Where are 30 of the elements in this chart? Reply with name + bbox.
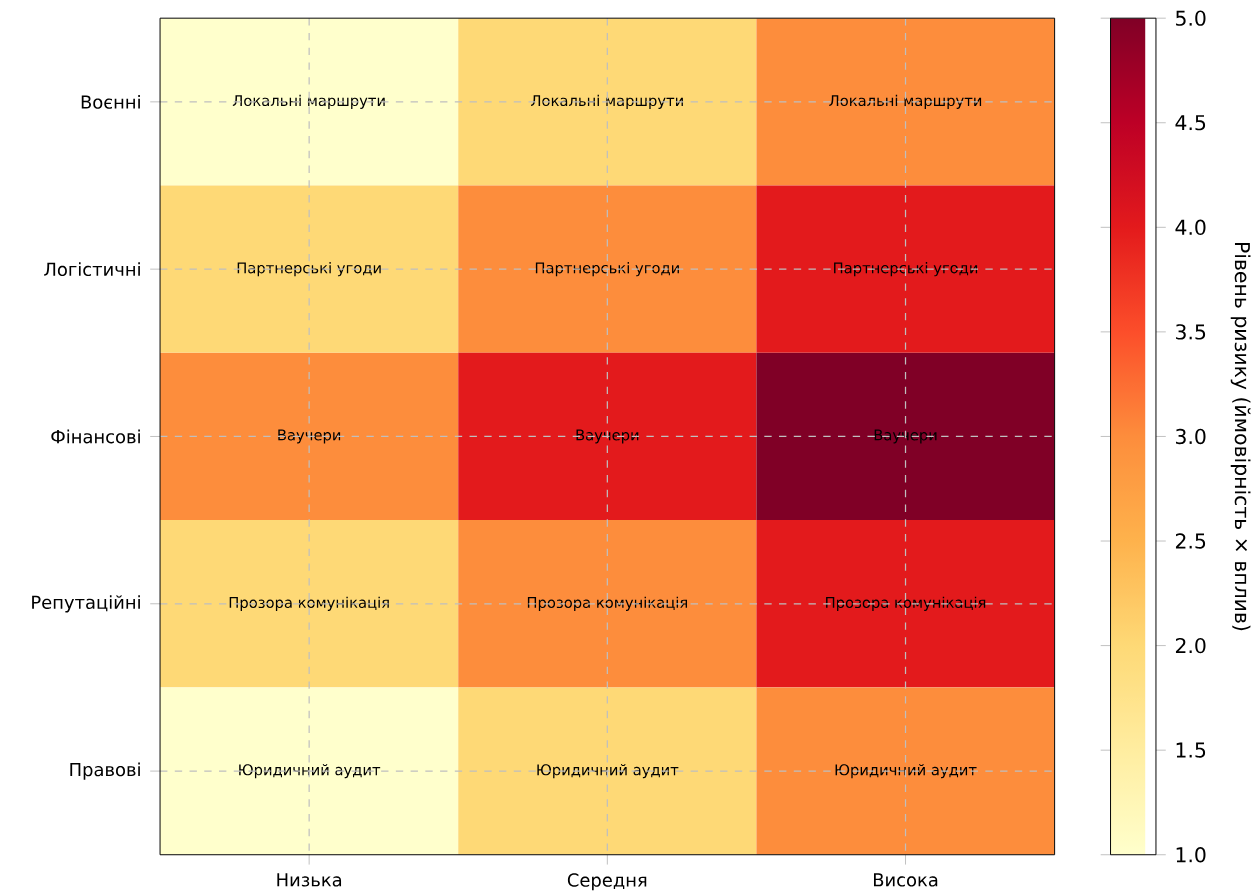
x-tick-label: Низька [277,873,342,887]
data-label: Партнерські угоди [535,261,679,277]
x-tick-label: Середня [567,873,647,891]
color-bar-label: 2.5 [1175,533,1206,549]
color-bar-label: 1.0 [1176,846,1206,863]
data-label: Локальні маршрути [232,94,385,109]
y-tick-label: Воєнні [81,94,140,109]
data-label: Прозора комунікація [229,596,389,611]
color-bar-label: 4.0 [1175,219,1206,235]
data-label: Юридичний аудит [239,763,381,779]
data-label: Партнерські угоди [237,261,381,277]
color-bar-title: Рівень ризику (ймовірність × вплив) [1230,242,1251,631]
data-label: Юридичний аудит [537,763,679,779]
color-bar-label: 2.0 [1175,637,1206,654]
y-tick-label: Фінансові [51,429,140,444]
color-bar-label: 1.5 [1176,742,1206,758]
x-tick-label: Висока [873,873,938,887]
data-label: Юридичний аудит [835,763,977,779]
color-bar-label: 4.5 [1175,115,1206,131]
color-bar-label: 3.5 [1176,324,1206,340]
data-label: Локальні маршрути [531,94,683,109]
data-label: Локальні маршрути [829,94,982,109]
y-tick-label: Правові [70,762,140,780]
y-tick-label: Репутаційні [32,595,140,613]
y-tick-label: Логістичні [44,262,140,277]
data-label: Прозора комунікація [826,596,986,611]
color-bar-label: 5.0 [1176,10,1206,26]
data-label: Прозора комунікація [527,596,688,611]
data-label: Партнерські угоди [834,261,978,277]
color-bar-label: 3.0 [1176,428,1206,445]
